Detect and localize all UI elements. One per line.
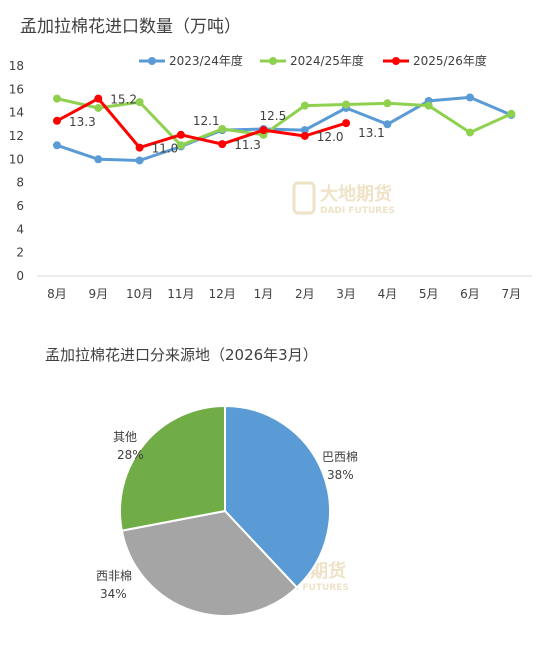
- pie-slice-percent: 38%: [327, 468, 354, 482]
- series-1-point: [135, 156, 144, 165]
- series-3-point: [218, 140, 227, 149]
- legend-entry-2: 2024/25年度: [290, 53, 364, 68]
- x-tick-label: 3月: [336, 287, 356, 301]
- pie-slice-name: 其他: [113, 430, 137, 444]
- series-2-point: [507, 109, 516, 118]
- x-tick-label: 9月: [88, 287, 108, 301]
- pie-slice-percent: 28%: [117, 448, 144, 462]
- pie-chart-title: 孟加拉棉花进口分来源地（2026年3月）: [45, 346, 318, 364]
- series-1-point: [300, 126, 309, 135]
- x-tick-label: 6月: [460, 287, 480, 301]
- x-tick-label: 5月: [419, 287, 439, 301]
- x-tick-label: 7月: [501, 287, 521, 301]
- series-2-point: [218, 124, 227, 133]
- series-1-point: [466, 93, 474, 102]
- series-line-3: [55, 97, 348, 150]
- pie-slice-percent: 34%: [100, 587, 127, 601]
- series-3-point: [94, 94, 103, 103]
- y-tick-label: 2: [16, 246, 24, 260]
- y-tick-label: 18: [9, 59, 24, 73]
- series-3-point: [259, 126, 268, 135]
- data-label: 13.1: [358, 126, 385, 140]
- y-tick-label: 8: [16, 176, 24, 190]
- legend-entry-3: 2025/26年度: [413, 53, 487, 68]
- pie-slice-1: [224, 404, 331, 589]
- pie-slice-2: [120, 509, 299, 617]
- data-label: 15.2: [110, 93, 137, 107]
- data-label: 13.3: [69, 115, 96, 129]
- data-label: 12.0: [317, 130, 344, 144]
- y-tick-label: 10: [9, 152, 24, 166]
- series-3-point: [300, 131, 309, 140]
- series-2-point: [300, 101, 309, 110]
- x-tick-label: 12月: [209, 287, 236, 301]
- pie-slice-3: [119, 404, 226, 532]
- series-2-point: [383, 99, 392, 108]
- series-2-point: [466, 128, 474, 137]
- legend-marker-2: [269, 57, 277, 65]
- x-tick-label: 11月: [167, 287, 194, 301]
- series-1-point: [94, 155, 103, 164]
- data-label: 12.1: [193, 114, 220, 128]
- x-tick-label: 1月: [254, 287, 274, 301]
- legend-marker-3: [392, 57, 400, 65]
- data-label: 12.5: [260, 109, 287, 123]
- y-tick-label: 6: [16, 199, 24, 213]
- series-2-point: [94, 103, 103, 112]
- series-2-point: [135, 98, 144, 107]
- series-1-point: [383, 120, 392, 129]
- line-chart-title: 孟加拉棉花进口数量（万吨）: [20, 17, 241, 37]
- series-line-2: [55, 97, 513, 147]
- y-tick-label: 0: [16, 269, 24, 283]
- series-2-point: [53, 94, 61, 103]
- series-3-point: [135, 143, 144, 152]
- watermark-icon: [292, 181, 316, 215]
- x-tick-label: 8月: [47, 287, 67, 301]
- watermark-cn-text: 大地期货: [320, 183, 392, 205]
- data-label: 11.0: [152, 142, 179, 156]
- x-tick-label: 10月: [126, 287, 153, 301]
- pie-slice-name: 西非棉: [96, 569, 132, 583]
- legend-marker-1: [148, 57, 156, 65]
- y-tick-label: 16: [9, 82, 24, 96]
- series-3-point: [342, 119, 351, 128]
- series-line-1: [55, 95, 513, 162]
- y-tick-label: 12: [9, 129, 24, 143]
- series-2-point: [424, 101, 433, 110]
- series-2-point: [176, 141, 185, 150]
- pie-slice-name: 巴西棉: [322, 450, 358, 464]
- watermark-en-text: DADI FUTURES: [320, 206, 395, 216]
- series-2-point: [342, 100, 351, 109]
- watermark-en-text: DADI FUTURES: [274, 583, 349, 593]
- series-3-point: [53, 116, 61, 125]
- x-tick-label: 4月: [378, 287, 398, 301]
- legend-entry-1: 2023/24年度: [169, 53, 243, 68]
- x-tick-label: 2月: [295, 287, 315, 301]
- y-tick-label: 14: [9, 106, 24, 120]
- data-label: 11.3: [234, 138, 261, 152]
- series-3-point: [176, 130, 185, 139]
- y-tick-label: 4: [16, 222, 24, 236]
- series-1-point: [53, 141, 61, 150]
